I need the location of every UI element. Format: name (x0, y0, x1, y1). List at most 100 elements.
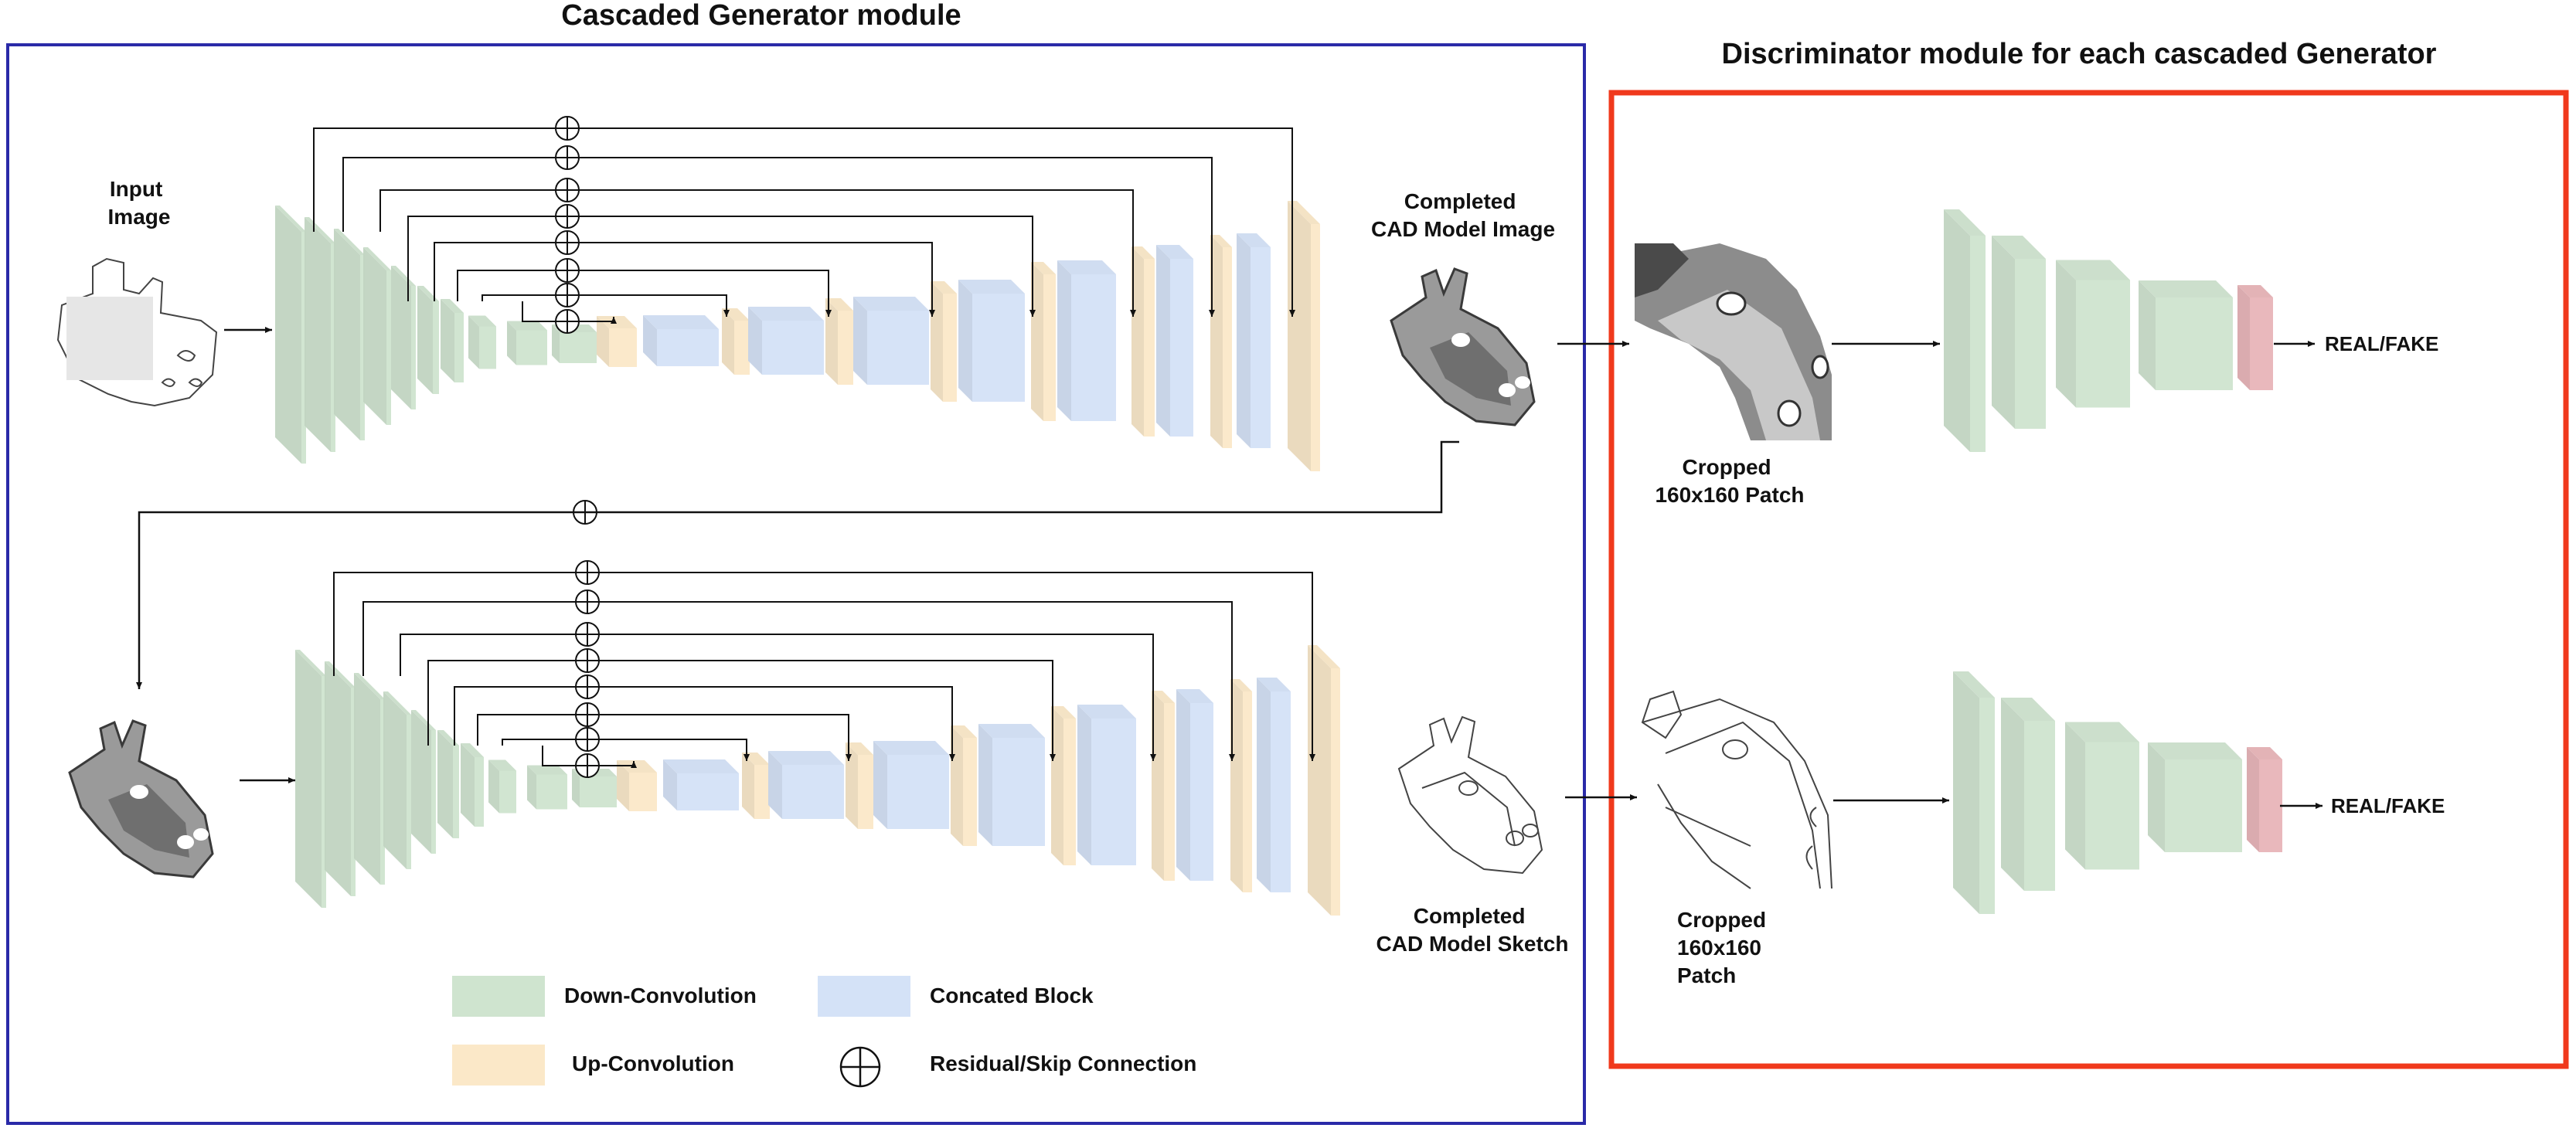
legend-label-concat: Concated Block (930, 984, 1094, 1007)
gen1-up-conv-block-7 (1210, 235, 1232, 448)
disc2-conv-block-3 (2065, 722, 2139, 870)
disc2-conv-block-2 (2001, 698, 2055, 891)
gen1-up-conv-block-2 (722, 308, 750, 375)
completed-cad-sketch (1397, 715, 1543, 875)
disc1-conv-block-3 (2056, 260, 2130, 408)
gen2-up-conv-block-1 (617, 760, 657, 811)
gen2-down-conv-block-5 (411, 710, 436, 854)
gen2-concat-block-6 (1176, 689, 1213, 881)
gen1-concat-block-5 (1057, 260, 1116, 421)
gen1-down-conv-block-8 (468, 315, 496, 369)
flow-arrows (136, 327, 2322, 809)
skip-connections (313, 116, 1315, 778)
gen2-up-conv-block-6 (1152, 691, 1175, 881)
gen2-up-conv-block-final (1308, 645, 1340, 916)
cropped-patch-image-1 (1635, 243, 1832, 440)
real-fake-label-2: REAL/FAKE (2331, 794, 2445, 817)
gen1-up-conv-block-5 (1031, 262, 1056, 421)
gen2-up-conv-block-4 (951, 725, 977, 846)
disc1-conv-block-4 (2139, 280, 2233, 390)
cropped-patch-sketch-2 (1641, 690, 1832, 889)
gen2-concat-block-7 (1257, 678, 1291, 892)
input-sketch-image (56, 257, 218, 407)
gen2-up-conv-block-5 (1051, 706, 1076, 865)
disc2-conv-block-4 (2148, 742, 2242, 852)
gen1-skip-connection-5 (434, 230, 935, 317)
legend-swatch-up-conv (452, 1045, 545, 1086)
stage2-input-image (68, 719, 214, 878)
gen1-down-conv-block-10 (552, 324, 597, 363)
gen2-down-conv-block-6 (437, 730, 459, 838)
gen1-skip-connection-2 (342, 145, 1215, 317)
legend: Down-Convolution Concated Block Up-Convo… (452, 976, 1196, 1088)
gen1-concat-block-4 (958, 280, 1025, 402)
gen1-concat-block-1 (643, 315, 719, 366)
gen1-down-conv-block-5 (391, 266, 416, 409)
gen1-down-conv-block-9 (507, 321, 547, 365)
gen2-down-conv-block-8 (488, 759, 516, 814)
gen1-concat-block-3 (853, 297, 929, 385)
gen1-skip-connection-7 (482, 283, 730, 317)
discriminator-frame (1608, 90, 2569, 1069)
completed-cad-image (1390, 267, 1536, 426)
gen2-concat-block-3 (873, 741, 949, 829)
completed-sketch-label: Completed CAD Model Sketch (1376, 904, 1569, 956)
disc1-conv-block-1 (1944, 209, 1986, 452)
input-image-label: Input Image (108, 177, 171, 229)
discriminator-title: Discriminator module for each cascaded G… (1722, 38, 2437, 70)
gen2-down-conv-block-4 (383, 691, 411, 869)
generator-title: Cascaded Generator module (561, 0, 961, 32)
legend-label-down-conv: Down-Convolution (564, 984, 757, 1007)
legend-label-up-conv: Up-Convolution (572, 1052, 734, 1075)
gen2-skip-connection-5 (454, 674, 955, 761)
gen2-skip-connection-4 (427, 648, 1056, 761)
gen2-down-conv-block-2 (325, 661, 356, 896)
gen2-concat-block-4 (978, 724, 1045, 846)
gen2-down-conv-block-3 (354, 673, 385, 885)
gen1-down-conv-block-6 (417, 286, 439, 394)
gen2-skip-connection-2 (362, 589, 1235, 761)
gen1-down-conv-block-2 (305, 217, 335, 452)
disc2-conv-block-1 (1953, 671, 1995, 914)
gen2-skip-connection-1 (333, 560, 1315, 761)
gen2-skip-connection-8 (542, 746, 637, 778)
gen1-skip-connection-4 (407, 204, 1036, 317)
gen2-concat-block-2 (768, 751, 844, 819)
disc1-conv-block-2 (1992, 236, 2046, 429)
gen1-up-conv-block-3 (825, 298, 853, 385)
gen1-down-conv-block-4 (363, 247, 391, 425)
gen1-concat-block-2 (748, 307, 824, 375)
gen2-down-conv-block-1 (295, 650, 326, 908)
network-layers (275, 201, 2282, 916)
gen2-down-conv-block-9 (527, 765, 567, 810)
generator-frame (6, 43, 1586, 1125)
legend-swatch-concat (818, 976, 910, 1017)
gen2-skip-connection-6 (477, 702, 852, 761)
gen2-down-conv-block-7 (461, 743, 484, 827)
legend-swatch-down-conv (452, 976, 545, 1017)
gen1-up-conv-block-final (1288, 201, 1320, 471)
gen1-down-conv-block-1 (275, 206, 306, 464)
gen2-up-conv-block-3 (846, 742, 873, 829)
gen1-concat-block-6 (1156, 245, 1193, 437)
gen2-concat-block-5 (1077, 705, 1136, 865)
gen1-down-conv-block-7 (441, 299, 464, 382)
legend-label-skip: Residual/Skip Connection (930, 1052, 1196, 1075)
cropped-patch-label-1: Cropped 160x160 Patch (1655, 455, 1804, 507)
gen2-skip-connection-7 (502, 727, 750, 761)
gen2-up-conv-block-2 (742, 753, 770, 819)
gen1-skip-connection-8 (522, 301, 617, 334)
disc1-output-block (2237, 285, 2273, 390)
gen1-down-conv-block-3 (334, 229, 365, 440)
cropped-patch-label-2: Cropped 160x160 Patch (1677, 908, 1772, 987)
gen1-skip-connection-3 (379, 178, 1136, 317)
gen1-concat-block-7 (1237, 233, 1271, 448)
gen1-up-conv-block-1 (597, 316, 637, 367)
disc2-output-block (2247, 747, 2282, 852)
gen1-skip-connection-6 (457, 258, 832, 317)
completed-image-label: Completed CAD Model Image (1371, 189, 1555, 241)
gen1-up-conv-block-6 (1131, 246, 1155, 437)
gen2-up-conv-block-7 (1230, 679, 1252, 892)
gen1-up-conv-block-4 (931, 281, 957, 402)
